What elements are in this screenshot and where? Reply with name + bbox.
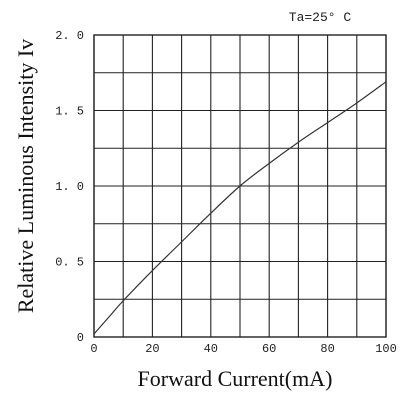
x-tick-label-0: 0 <box>90 342 97 356</box>
y-tick-label-6: 1. 5 <box>55 105 84 119</box>
y-axis-title: Relative Luminous Intensity Iv <box>13 39 38 313</box>
y-tick-label-2: 0. 5 <box>55 256 84 270</box>
x-axis-title: Forward Current(mA) <box>138 366 333 391</box>
series-line-0 <box>93 81 387 335</box>
y-tick-label-0: 0 <box>77 331 84 345</box>
y-tick-label-8: 2. 0 <box>55 29 84 43</box>
x-tick-label-6: 60 <box>262 342 276 356</box>
x-tick-labels: 0 20 40 60 80 100 <box>90 342 396 356</box>
x-tick-label-2: 20 <box>145 342 159 356</box>
x-tick-label-8: 80 <box>320 342 334 356</box>
x-tick-label-4: 40 <box>204 342 218 356</box>
plot-frame <box>93 34 387 338</box>
series-layer <box>93 81 387 335</box>
temperature-annotation: Ta=25° C <box>289 10 352 25</box>
x-tick-label-10: 100 <box>375 342 397 356</box>
y-tick-labels: 0 0. 5 1. 0 1. 5 2. 0 <box>55 29 84 345</box>
y-tick-label-4: 1. 0 <box>55 180 84 194</box>
